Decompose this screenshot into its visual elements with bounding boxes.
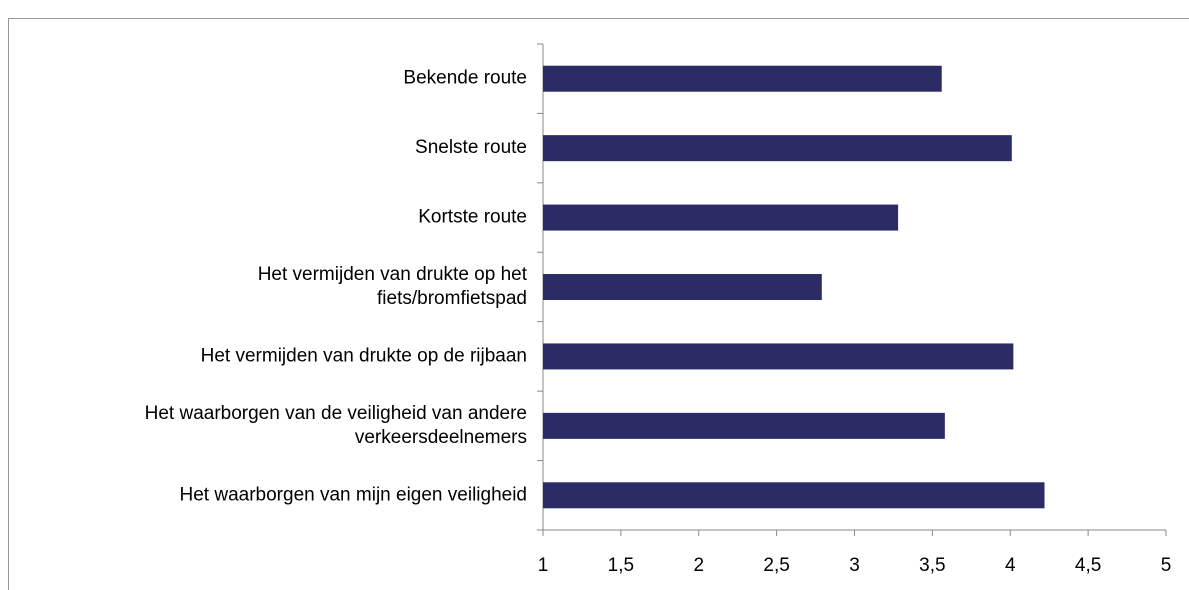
x-tick-label: 4,5 <box>1075 555 1101 576</box>
bar <box>543 135 1012 162</box>
bar <box>543 343 1014 370</box>
x-tick-label: 1,5 <box>608 555 634 576</box>
x-tick-label: 1 <box>538 555 549 576</box>
bar <box>543 274 822 300</box>
bar <box>543 204 899 231</box>
y-tick-label: Kortste route <box>418 207 527 228</box>
x-tick-label: 2 <box>693 555 704 576</box>
y-tick-label: Het vermijden van drukte op het fiets/bro… <box>258 264 528 309</box>
bar <box>543 412 945 439</box>
bar <box>543 482 1045 509</box>
x-tick-label: 3 <box>849 555 860 576</box>
y-tick-label: Het vermijden van drukte op de rijbaan <box>201 345 527 366</box>
y-tick-label: Het waarborgen van mijn eigen veiligheid <box>180 484 527 505</box>
y-tick-label: Bekende route <box>403 68 527 89</box>
x-tick-label: 2,5 <box>763 555 789 576</box>
bar <box>543 65 942 92</box>
x-tick-label: 5 <box>1161 555 1172 576</box>
y-tick-label: Snelste route <box>415 137 527 158</box>
x-tick-label: 3,5 <box>919 555 945 576</box>
chart-frame <box>8 18 1189 590</box>
y-tick-label: Het waarborgen van de veiligheid van and… <box>145 403 527 448</box>
x-tick-label: 4 <box>1005 555 1016 576</box>
